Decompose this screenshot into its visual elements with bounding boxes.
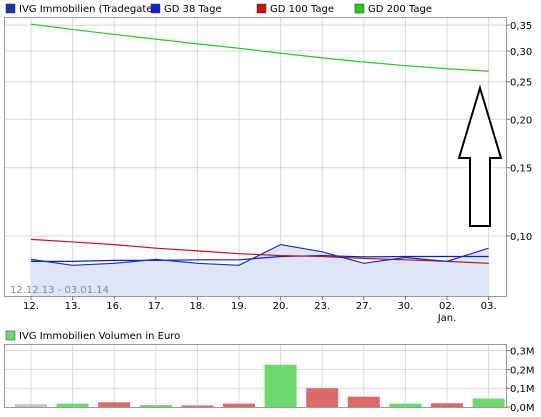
x-sublabel-1: Jan. [437, 313, 457, 324]
legend-label-2: GD 38 Tage [164, 4, 222, 15]
volume-bar-8 [306, 388, 339, 407]
price-area [31, 244, 489, 296]
volume-bar-9 [347, 396, 380, 407]
x-tick-label-12: 03. [481, 301, 497, 312]
date-x-axis: 12. 13. 16. 17. 18. 19. 20. 23. 27. 30. 02. 03. Jan. [23, 296, 497, 324]
x-tick-label-8: 23. [314, 301, 330, 312]
volume-bar-12 [472, 398, 505, 407]
price-legend: IVG Immobilien (Tradegate) GD 38 Tage GD 1… [5, 3, 432, 15]
price-y-axis: 0,35 0,30 0,25 0,20 0,15 0,10 [506, 21, 532, 243]
y-tick-label-1: 0,35 [510, 21, 532, 32]
legend-swatch-1 [5, 3, 16, 14]
series-line-4 [30, 23, 489, 72]
price-area-fill [31, 244, 489, 296]
series-line-2 [31, 254, 489, 262]
volume-bar-4 [139, 405, 172, 407]
volume-bar-5 [181, 405, 214, 407]
price-lines [30, 23, 489, 266]
x-tick-label-7: 20. [273, 301, 289, 312]
x-tick-label-11: 02. [439, 301, 455, 312]
x-tick-label-1: 12. [23, 301, 39, 312]
legend-label-4: GD 200 Tage [368, 4, 432, 15]
legend-swatch-4 [354, 3, 365, 14]
x-tick-label-10: 30. [397, 301, 413, 312]
x-tick-label-6: 19. [231, 301, 247, 312]
volume-y-tick-label-2: 0,2M [510, 365, 535, 376]
y-tick-label-6: 0,10 [510, 232, 532, 243]
volume-plot-frame [4, 344, 507, 408]
volume-legend: IVG Immobilien Volumen in Euro [5, 330, 180, 342]
volume-bars [15, 364, 505, 407]
x-tick-label-9: 27. [356, 301, 372, 312]
volume-bar-6 [223, 403, 255, 407]
x-tick-label-4: 17. [148, 301, 164, 312]
volume-legend-swatch [5, 330, 16, 341]
legend-swatch-2 [150, 3, 161, 14]
x-tick-label-5: 18. [189, 301, 205, 312]
y-tick-label-4: 0,20 [510, 115, 532, 126]
volume-bar-7 [264, 364, 297, 407]
volume-bar-3 [98, 402, 131, 407]
volume-y-tick-label-1: 0,3M [510, 347, 535, 358]
x-tick-label-2: 13. [65, 301, 81, 312]
volume-bar-1 [15, 404, 47, 407]
legend-label-3: GD 100 Tage [270, 4, 334, 15]
volume-bar-11 [431, 403, 463, 407]
legend-label-1: IVG Immobilien (Tradegate) [19, 4, 156, 15]
y-tick-label-3: 0,25 [510, 78, 532, 89]
price-plot-frame [4, 17, 507, 297]
period-label: 12.12.13 - 03.01.14 [10, 285, 109, 296]
up-arrow-annotation [457, 84, 503, 227]
volume-bar-2 [56, 403, 89, 407]
x-tick-label-3: 16. [106, 301, 122, 312]
volume-legend-label: IVG Immobilien Volumen in Euro [19, 331, 180, 342]
series-line-1 [30, 243, 489, 266]
legend-swatch-3 [256, 3, 267, 14]
volume-y-tick-label-4: 0,0M [510, 403, 535, 414]
y-tick-label-5: 0,15 [510, 164, 532, 175]
volume-y-axis: 0,3M 0,2M 0,1M 0,0M [506, 347, 535, 414]
volume-y-tick-label-3: 0,1M [510, 384, 535, 395]
y-tick-label-2: 0,30 [510, 47, 532, 58]
volume-bar-10 [389, 403, 422, 407]
